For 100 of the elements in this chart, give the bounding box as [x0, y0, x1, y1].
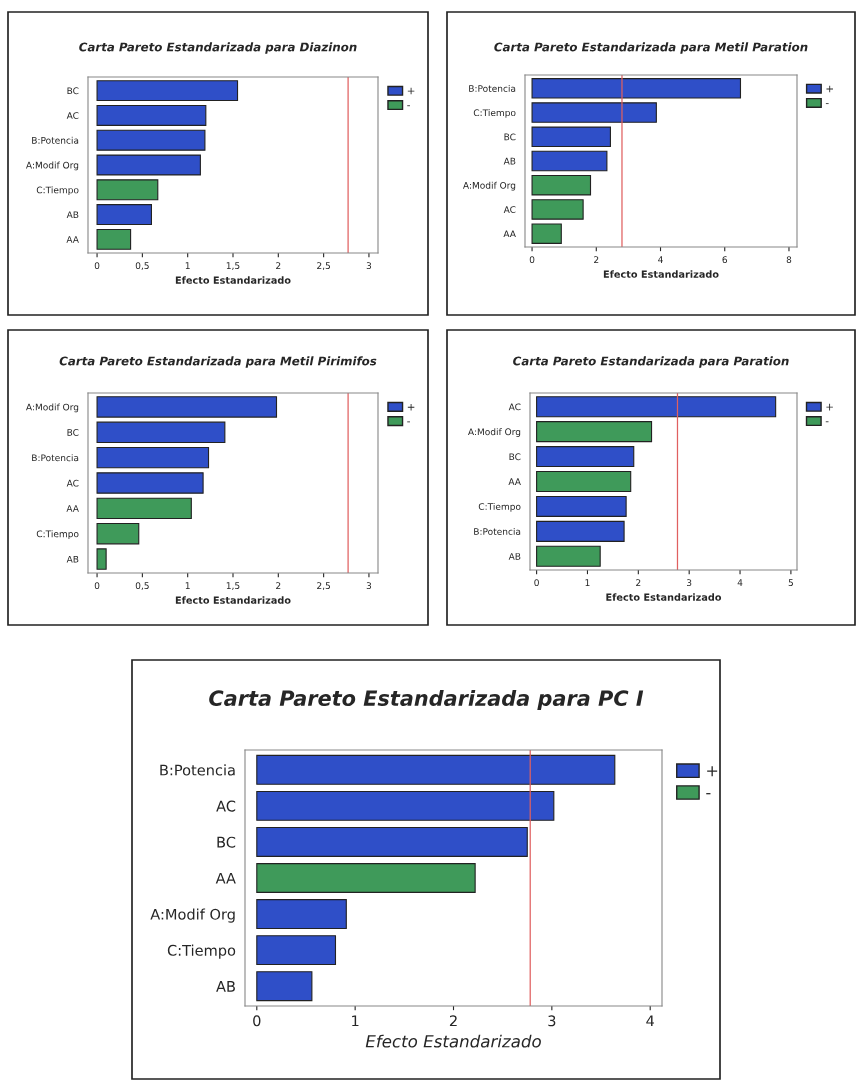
- bar: [256, 754, 616, 785]
- bar: [96, 523, 140, 545]
- bar: [531, 199, 584, 220]
- bar: [531, 78, 742, 99]
- chart-title: Carta Pareto Estandarizada para Metil Pirimifos: [59, 356, 377, 368]
- bar: [96, 446, 210, 469]
- chart-title: Carta Pareto Estandarizada para PC I: [209, 689, 644, 711]
- bar: [96, 104, 207, 126]
- y-tick-label: A:Modif Org: [462, 181, 516, 191]
- y-tick-label: AA: [503, 230, 516, 238]
- y-tick-label: AC: [508, 403, 521, 411]
- y-tick-label: AB: [503, 157, 516, 165]
- x-tick-label: 5: [788, 579, 793, 587]
- x-tick-label: 0,5: [135, 582, 149, 590]
- legend-label: -: [407, 421, 410, 423]
- y-tick-label: BC: [67, 429, 79, 436]
- y-tick-label: A:Modif Org: [25, 403, 79, 413]
- y-tick-label: C:Tiempo: [473, 109, 516, 118]
- bar: [256, 935, 337, 966]
- x-axis-title: Efecto Estandarizado: [603, 270, 719, 278]
- legend-label: -: [825, 103, 829, 105]
- y-tick-label: B:Potencia: [469, 84, 516, 92]
- x-tick-label: 0: [94, 582, 100, 590]
- y-tick-label: AB: [66, 555, 79, 563]
- bar: [536, 470, 632, 493]
- x-tick-label: 0,5: [135, 262, 149, 270]
- bar: [256, 790, 555, 821]
- x-tick-label: 2,5: [317, 262, 331, 270]
- bar: [256, 826, 528, 857]
- bar: [531, 102, 657, 123]
- x-axis-title: Efecto Estandarizado: [365, 1034, 541, 1048]
- x-tick-label: 1: [185, 262, 190, 269]
- y-tick-label: AC: [503, 206, 516, 214]
- x-tick-label: 3: [366, 582, 372, 590]
- x-tick-label: 3: [548, 1015, 556, 1027]
- bar: [96, 497, 192, 520]
- bar: [256, 971, 313, 1002]
- bar: [531, 150, 608, 172]
- x-axis-title: Efecto Estandarizado: [175, 276, 291, 284]
- x-tick-label: 3: [687, 579, 692, 587]
- legend-label: +: [407, 403, 415, 411]
- x-tick-label: 2: [594, 256, 599, 263]
- y-tick-label: B:Potencia: [474, 527, 521, 535]
- x-tick-label: 6: [722, 256, 728, 264]
- y-tick-label: AC: [66, 112, 79, 119]
- bar: [536, 495, 627, 517]
- y-tick-label: C:Tiempo: [478, 503, 521, 512]
- bar: [96, 179, 159, 201]
- x-tick-label: 0: [253, 1015, 261, 1027]
- bar: [536, 396, 777, 418]
- y-tick-label: AC: [216, 800, 236, 812]
- chart-title: Carta Pareto Estandarizada para Paration: [513, 356, 789, 368]
- y-tick-label: AB: [66, 211, 79, 219]
- x-tick-label: 8: [786, 256, 792, 264]
- y-tick-label: B:Potencia: [32, 136, 79, 144]
- x-tick-label: 1,5: [226, 262, 240, 270]
- y-tick-label: A:Modif Org: [25, 161, 79, 171]
- legend-label: +: [407, 87, 415, 95]
- y-tick-label: AA: [215, 872, 236, 884]
- x-tick-label: 4: [658, 256, 663, 263]
- legend-label: +: [826, 85, 833, 93]
- legend-label: -: [825, 421, 829, 423]
- legend-label: -: [706, 793, 711, 795]
- bar: [256, 863, 476, 893]
- x-tick-label: 1,5: [226, 582, 240, 590]
- y-tick-label: AB: [216, 981, 235, 992]
- y-tick-label: BC: [509, 453, 521, 461]
- bar: [531, 126, 611, 148]
- x-tick-label: 2: [276, 582, 281, 589]
- bar: [536, 446, 635, 468]
- x-tick-label: 2,5: [317, 582, 331, 590]
- x-tick-label: 4: [646, 1015, 655, 1027]
- bar: [96, 154, 201, 176]
- x-axis-title: Efecto Estandarizado: [606, 593, 722, 601]
- x-axis-title: Efecto Estandarizado: [175, 596, 291, 604]
- bar: [96, 472, 204, 494]
- bar: [96, 80, 239, 102]
- bar: [536, 520, 625, 542]
- chart-title: Carta Pareto Estandarizada para Diazinon: [79, 42, 357, 54]
- y-tick-label: AA: [66, 505, 79, 512]
- bar: [96, 396, 278, 418]
- y-tick-label: C:Tiempo: [36, 530, 79, 540]
- legend-label: +: [826, 403, 833, 411]
- y-tick-label: C:Tiempo: [36, 186, 79, 196]
- y-tick-label: BC: [504, 133, 516, 141]
- bar: [256, 899, 347, 930]
- bar: [96, 548, 107, 570]
- x-tick-label: 0: [94, 262, 100, 270]
- x-tick-label: 2: [636, 579, 641, 586]
- legend-label: +: [707, 766, 718, 777]
- y-tick-label: C:Tiempo: [167, 944, 236, 959]
- bar: [531, 174, 592, 196]
- y-tick-label: AC: [66, 479, 79, 487]
- x-tick-label: 2: [449, 1015, 457, 1027]
- y-tick-label: A:Modif Org: [467, 428, 521, 437]
- y-tick-label: AA: [66, 236, 79, 243]
- y-tick-label: AB: [508, 553, 521, 560]
- y-tick-label: AA: [508, 478, 521, 485]
- x-tick-label: 2: [276, 262, 281, 269]
- x-tick-label: 1: [185, 582, 190, 589]
